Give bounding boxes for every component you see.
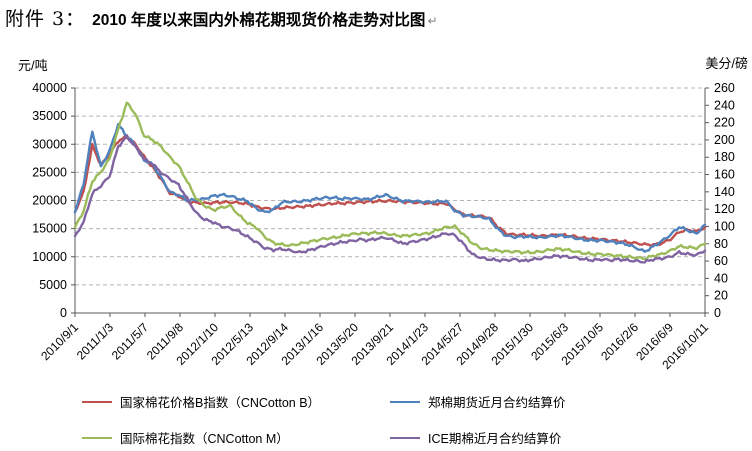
- legend: 国家棉花价格B指数（CNCotton B） 郑棉期货近月合约结算价国际棉花指数（C…: [82, 392, 702, 447]
- x-axis-tick-label: 2016/2/6: [598, 320, 641, 363]
- left-axis-tick-label: 0: [60, 306, 67, 320]
- right-axis-tick-label: 40: [714, 271, 728, 285]
- right-axis-tick-label: 180: [714, 150, 735, 164]
- series-line-2: [73, 122, 707, 253]
- left-axis-tick-label: 25000: [32, 165, 67, 179]
- legend-item-4: ICE期棉近月合约结算价: [390, 428, 698, 447]
- cotton-price-trend-chart: 0 5000 10000 15000 20000 25000 30000 35000 40000…: [32, 81, 735, 372]
- x-axis-tick-label: 2011/1/3: [74, 320, 117, 363]
- left-axis-tick-label: 5000: [39, 278, 67, 292]
- page-title: 2010 年度以来国内外棉花期现货价格走势对比图: [92, 12, 426, 29]
- right-axis-tick-label: 100: [714, 219, 735, 233]
- left-axis-tick-label: 20000: [32, 194, 67, 208]
- right-axis-tick-label: 120: [714, 202, 735, 216]
- right-axis-tick-label: 60: [714, 254, 728, 268]
- attachment-label: 附件 3：: [5, 8, 86, 30]
- right-axis-tick-label: 160: [714, 168, 735, 182]
- right-axis-tick-label: 140: [714, 185, 735, 199]
- legend-label: 郑棉期货近月合约结算价: [428, 396, 566, 410]
- right-axis-tick-label: 260: [714, 81, 735, 95]
- page-header: 附件 3： 2010 年度以来国内外棉花期现货价格走势对比图 ↵: [5, 4, 438, 31]
- left-axis-tick-label: 30000: [32, 137, 67, 151]
- right-axis-tick-label: 0: [714, 306, 721, 320]
- paragraph-return-mark: ↵: [427, 14, 438, 28]
- x-axis-tick-label: 2010/9/1: [38, 320, 81, 363]
- legend-item-1: 国家棉花价格B指数（CNCotton B）: [82, 392, 390, 411]
- legend-line-sample: [82, 400, 112, 403]
- legend-label: ICE期棉近月合约结算价: [428, 432, 562, 446]
- right-axis-tick-label: 20: [714, 289, 728, 303]
- x-axis-tick-label: 2011/5/7: [109, 320, 152, 363]
- series-line-4: [73, 134, 707, 264]
- left-axis-tick-label: 40000: [32, 81, 67, 95]
- right-axis-tick-label: 240: [714, 98, 735, 112]
- right-axis-tick-label: 80: [714, 237, 728, 251]
- legend-item-2: 郑棉期货近月合约结算价: [390, 392, 698, 411]
- legend-line-sample: [390, 400, 420, 403]
- left-axis-tick-label: 10000: [32, 250, 67, 264]
- left-axis-tick-label: 35000: [32, 109, 67, 123]
- legend-label: 国家棉花价格B指数（CNCotton B）: [120, 396, 321, 410]
- right-axis-tick-label: 220: [714, 116, 735, 130]
- legend-line-sample: [390, 436, 420, 439]
- legend-label: 国际棉花指数（CNCotton M）: [120, 432, 289, 446]
- legend-line-sample: [82, 436, 112, 439]
- series-line-3: [73, 101, 707, 261]
- left-axis-tick-label: 15000: [32, 222, 67, 236]
- right-axis-unit-label: 美分/磅: [705, 56, 748, 71]
- legend-item-3: 国际棉花指数（CNCotton M）: [82, 428, 390, 447]
- right-axis-tick-label: 200: [714, 133, 735, 147]
- left-axis-unit-label: 元/吨: [18, 58, 48, 73]
